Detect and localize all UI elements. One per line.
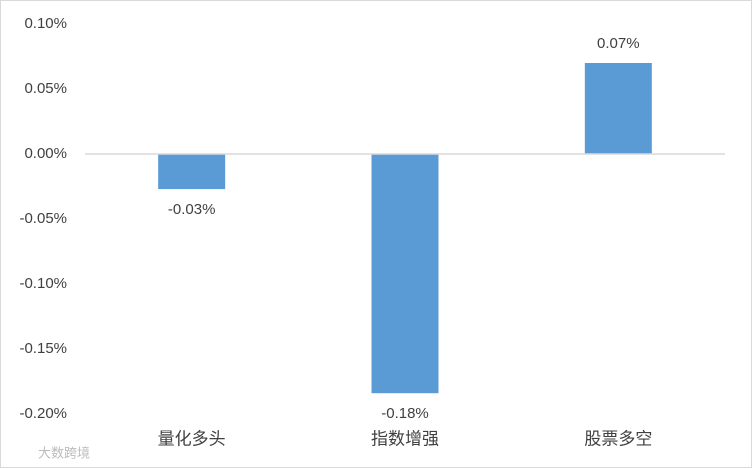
bar: [371, 154, 439, 394]
y-tick-label: 0.05%: [24, 80, 67, 97]
y-tick-label: -0.15%: [19, 340, 67, 357]
y-tick-label: -0.10%: [19, 275, 67, 292]
y-tick-label: -0.05%: [19, 210, 67, 227]
y-tick-label: 0.00%: [24, 145, 67, 162]
watermark: 大数跨境: [38, 445, 90, 460]
value-label: 0.07%: [597, 35, 640, 52]
y-tick-label: 0.10%: [24, 15, 67, 32]
bar: [158, 154, 226, 190]
x-tick-label: 股票多空: [584, 429, 652, 448]
x-tick-label: 指数增强: [371, 429, 439, 448]
bar: [584, 63, 652, 154]
value-label: -0.03%: [168, 201, 216, 218]
y-tick-label: -0.20%: [19, 405, 67, 422]
x-tick-label: 量化多头: [158, 429, 226, 448]
value-label: -0.18%: [381, 405, 429, 422]
